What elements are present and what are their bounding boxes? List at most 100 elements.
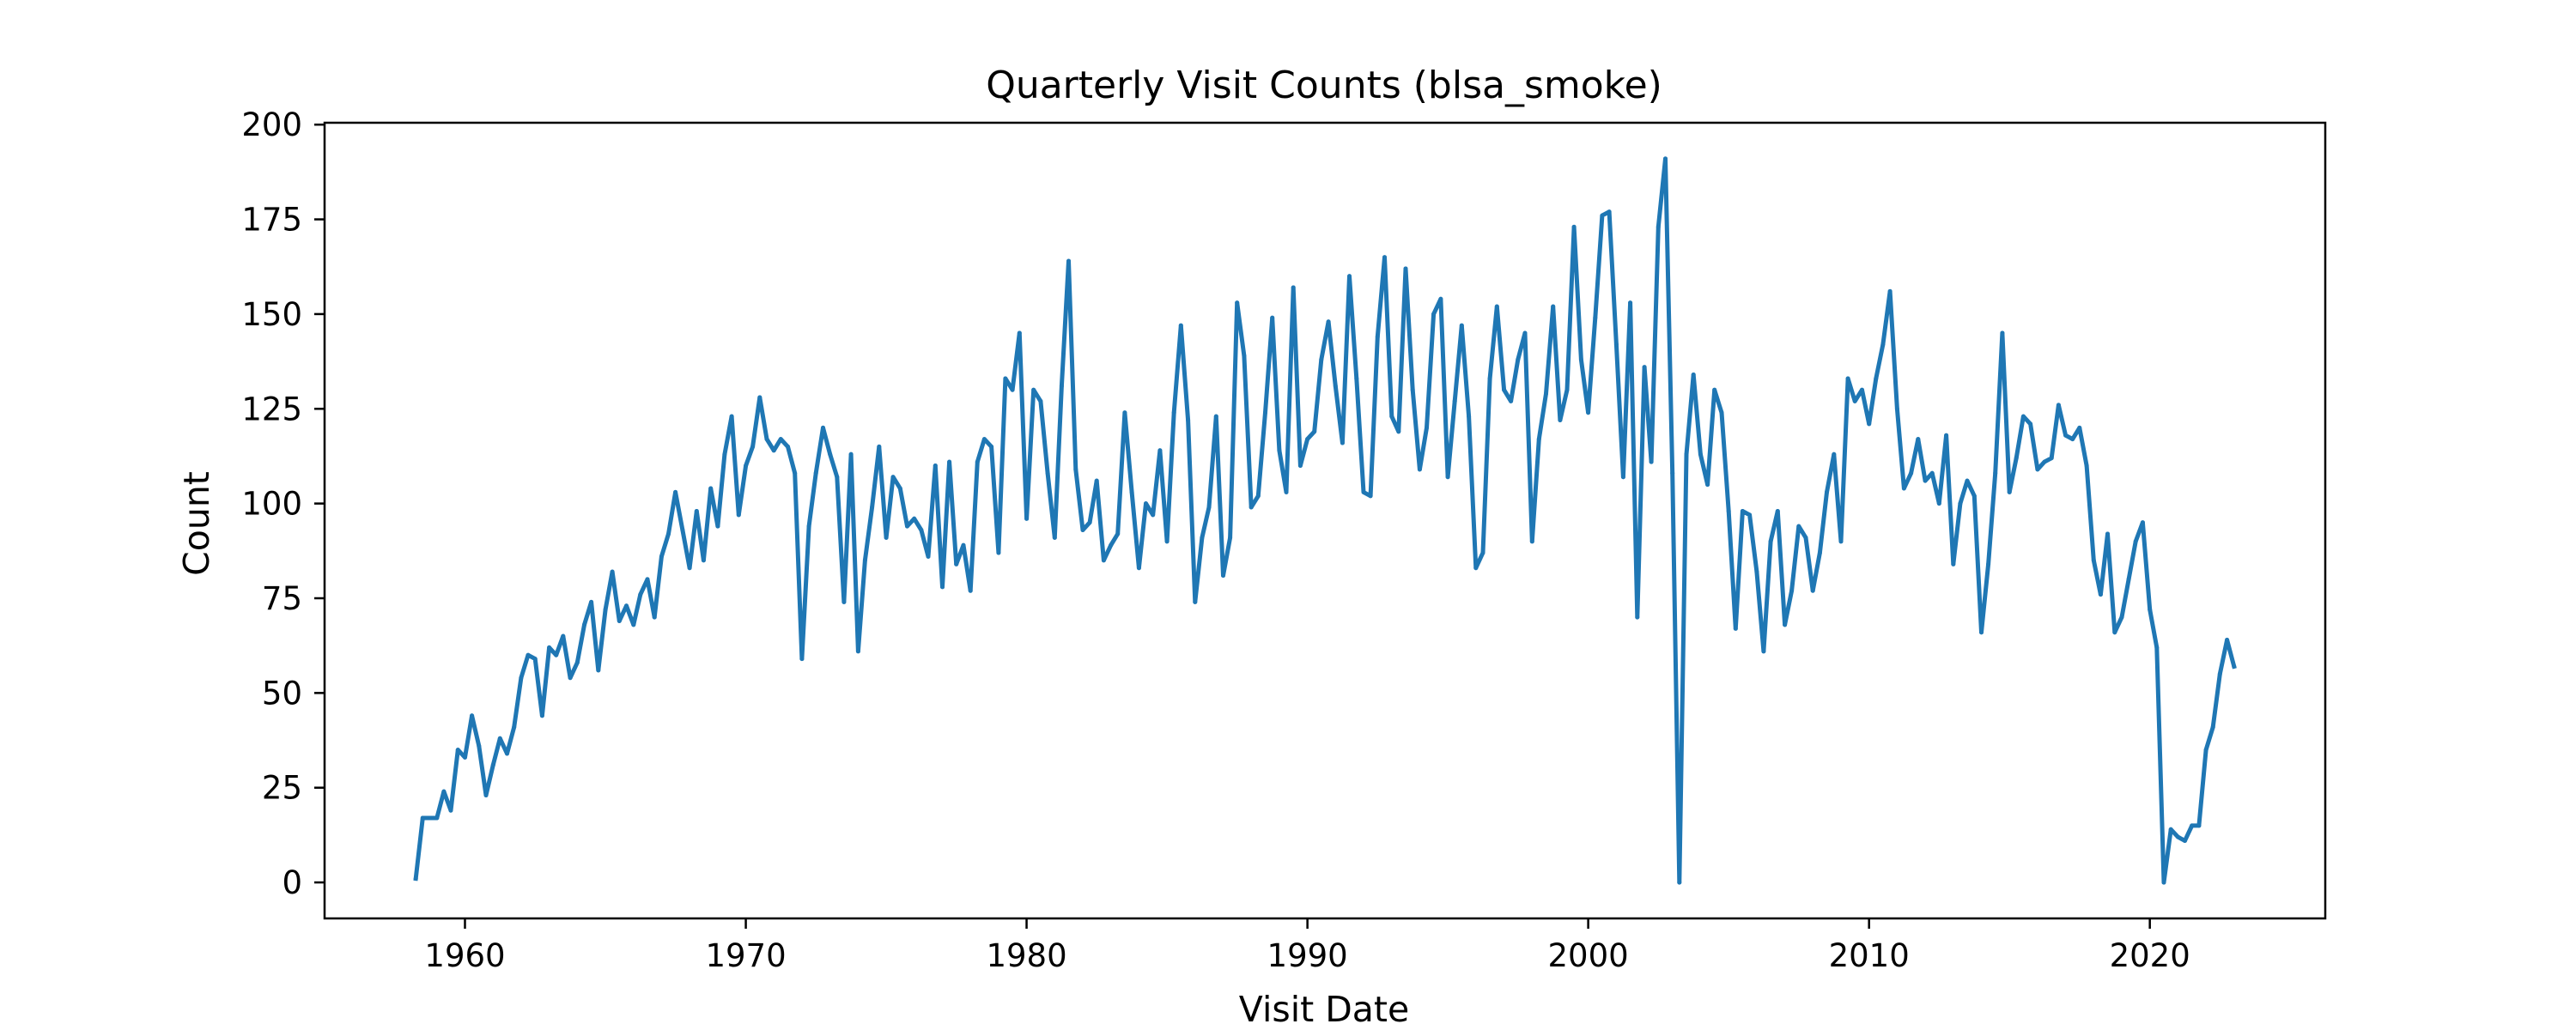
data-point [870,505,875,510]
data-point [897,486,902,491]
data-point [1354,376,1359,381]
data-point [1115,531,1121,536]
data-point [1747,512,1753,518]
data-point [1396,429,1401,434]
data-point [1312,429,1317,434]
data-point [1536,437,1541,442]
data-point [1403,266,1408,271]
data-point [1852,398,1857,403]
y-tick-label: 50 [262,675,302,712]
data-point [1578,357,1583,362]
data-point [2035,467,2040,472]
data-point [1613,342,1619,347]
data-point [1109,542,1114,548]
data-point [1544,391,1548,397]
data-point [441,789,447,794]
data-point [1445,475,1450,480]
data-point [708,486,714,491]
y-tick-label: 25 [262,770,302,807]
data-point [835,475,840,480]
data-point [1277,448,1282,453]
data-point [1783,622,1788,627]
data-point [1817,550,1822,555]
data-point [1319,357,1324,362]
data-point [926,554,931,559]
data-point [912,516,917,521]
data-point [1684,451,1689,457]
data-point [1860,387,1864,392]
data-point [1635,615,1640,620]
data-point [1003,376,1008,381]
data-point [455,748,460,753]
data-point [996,550,1001,555]
data-point [1564,387,1570,392]
data-point [1017,330,1022,336]
data-point [1656,224,1661,229]
data-point [813,470,818,476]
data-point [1467,414,1472,419]
data-point [1993,470,1998,476]
data-point [1347,274,1352,279]
data-point [631,622,636,627]
data-point [940,585,945,590]
data-point [1494,304,1499,309]
data-point [1480,550,1485,555]
data-point [1151,512,1156,518]
data-point [2148,607,2153,612]
data-point [2119,615,2124,620]
data-point [1502,387,1507,392]
y-tick-label: 150 [241,296,302,333]
data-point [1761,649,1766,654]
data-point [1101,558,1106,563]
data-point [1438,296,1443,301]
data-point [1803,535,1808,540]
data-point [989,444,994,449]
data-point [1593,315,1598,320]
data-point [1157,448,1163,453]
data-point [1417,467,1422,472]
data-point [1768,539,1773,544]
data-point [1571,224,1577,229]
data-point [505,751,509,756]
data-point [2020,414,2026,419]
data-point [1305,437,1310,442]
data-point [1206,505,1212,510]
data-point [1733,626,1738,631]
data-point [1845,376,1850,381]
data-point [561,633,566,639]
data-point [862,558,867,563]
data-point [2183,839,2187,843]
data-point [2210,724,2215,730]
data-point [1698,451,1703,457]
data-point [1333,384,1338,389]
data-point [2007,489,2012,494]
data-point [2105,531,2110,536]
data-point [1874,376,1879,381]
data-point [420,815,425,821]
y-tick-label: 125 [241,391,302,427]
data-point [2225,638,2230,642]
y-tick-label: 175 [241,202,302,239]
data-point [1038,398,1043,403]
data-point [2042,459,2047,464]
data-point [1838,539,1844,544]
data-point [2161,880,2166,885]
data-point [736,512,741,518]
data-point [1628,300,1633,306]
data-point [715,524,720,529]
data-point [1642,365,1647,370]
data-point [1031,387,1036,392]
data-point [1796,524,1801,529]
data-point [2126,577,2131,582]
data-point [1144,501,1148,506]
data-point [1242,354,1247,358]
data-point [947,459,952,464]
data-point [680,528,685,532]
y-tick-label: 100 [241,486,302,523]
data-point [1887,288,1893,294]
data-point [1263,410,1267,415]
data-point [2203,748,2208,753]
data-point [799,657,805,662]
data-point [659,554,664,559]
data-point [1186,418,1191,422]
